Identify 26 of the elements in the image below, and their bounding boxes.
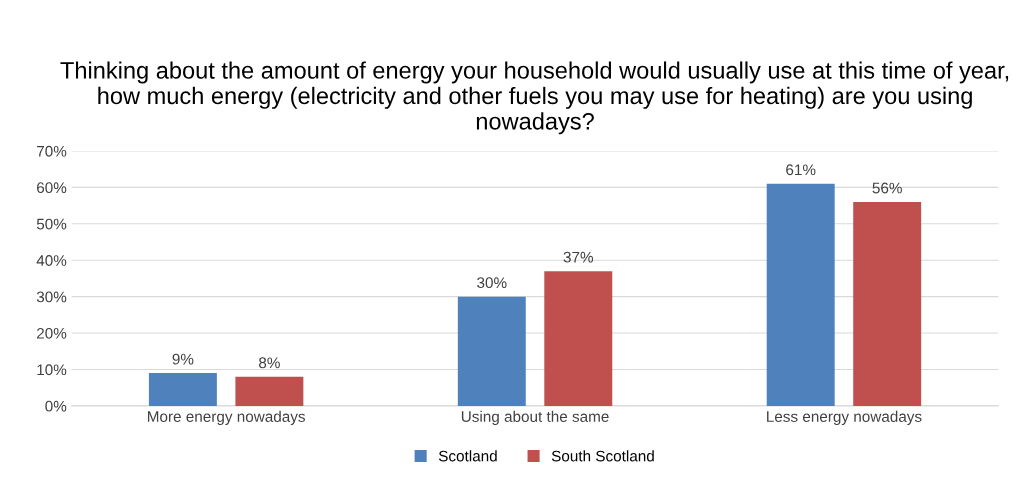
bar [457,296,526,406]
data-label: 30% [477,277,507,289]
y-tick-label: 70% [37,145,67,157]
x-tick-label: Using about the same [461,410,609,425]
data-label: 56% [872,182,902,194]
data-label: 9% [172,353,194,365]
x-tick-label: Less energy nowadays [767,410,922,425]
data-label: 37% [563,251,594,263]
y-tick-label: 10% [37,364,67,376]
data-label: 61% [786,164,816,176]
x-tick-label: More energy nowadays [147,410,305,425]
y-tick-label: 40% [36,255,67,266]
legend-label: South Scotland [551,450,654,462]
y-tick-label: 60% [37,182,67,194]
y-tick-label: 20% [37,327,67,339]
chart-title: Thinking about the amount of energy your household would usually use at this time of year, how much energy (electricity and other fuels you may use for heating) are you using nowadays? [60,61,1009,135]
bar [853,201,922,406]
y-tick-label: 50% [36,218,67,230]
legend-label: Scotland [438,450,497,462]
bar [766,183,835,406]
y-tick-label: 30% [36,291,67,303]
y-tick-label: 0% [45,400,67,412]
bar [235,376,304,406]
bar [148,373,217,406]
data-label: 8% [259,357,280,369]
bar [544,271,613,406]
